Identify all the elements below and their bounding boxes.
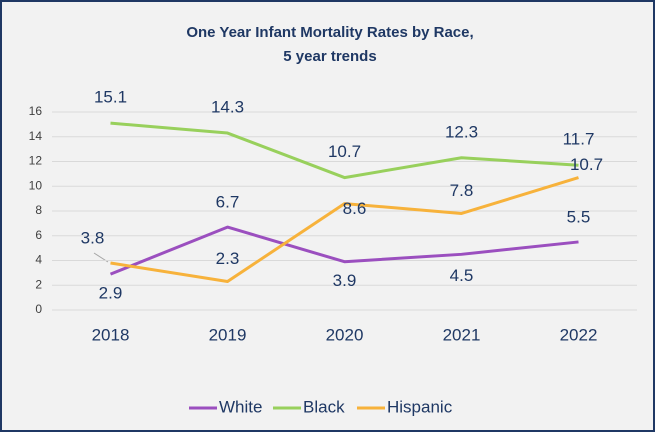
data-label: 6.7: [216, 193, 240, 212]
data-label: 7.8: [450, 181, 474, 200]
chart-title: One Year Infant Mortality Rates by Race,: [186, 24, 473, 41]
data-label: 5.5: [567, 207, 591, 226]
data-label: 8.6: [343, 199, 367, 218]
chart-title: 5 year trends: [283, 48, 376, 65]
data-label: 14.3: [211, 98, 244, 117]
y-tick-label: 8: [35, 203, 42, 217]
series-line: [110, 176, 579, 284]
x-tick-label: 2018: [92, 325, 130, 344]
y-tick-label: 12: [29, 154, 43, 168]
data-label: 10.7: [570, 155, 603, 174]
data-label: 15.1: [94, 88, 127, 107]
data-label: 11.7: [563, 130, 595, 149]
x-tick-label: 2022: [560, 325, 598, 344]
y-tick-label: 2: [35, 277, 42, 291]
series-line: [110, 121, 579, 180]
data-label: 12.3: [445, 122, 478, 141]
y-tick-label: 6: [35, 228, 42, 242]
x-tick-label: 2020: [326, 325, 364, 344]
y-tick-label: 16: [29, 104, 43, 118]
legend-label: Black: [303, 397, 345, 416]
data-label: 2.3: [216, 249, 240, 268]
data-label: 3.9: [333, 271, 357, 290]
data-label: 2.9: [99, 284, 123, 303]
y-tick-label: 0: [35, 302, 42, 316]
x-tick-label: 2019: [209, 325, 247, 344]
y-tick-label: 4: [35, 253, 42, 267]
data-label: 10.7: [328, 142, 361, 161]
data-label: 3.8: [81, 228, 105, 247]
legend-label: Hispanic: [387, 397, 453, 416]
x-tick-label: 2021: [443, 325, 481, 344]
series-line: [109, 225, 579, 276]
y-tick-label: 10: [29, 178, 43, 192]
legend-label: White: [219, 397, 262, 416]
data-label: 4.5: [450, 266, 474, 285]
y-tick-label: 14: [29, 129, 43, 143]
